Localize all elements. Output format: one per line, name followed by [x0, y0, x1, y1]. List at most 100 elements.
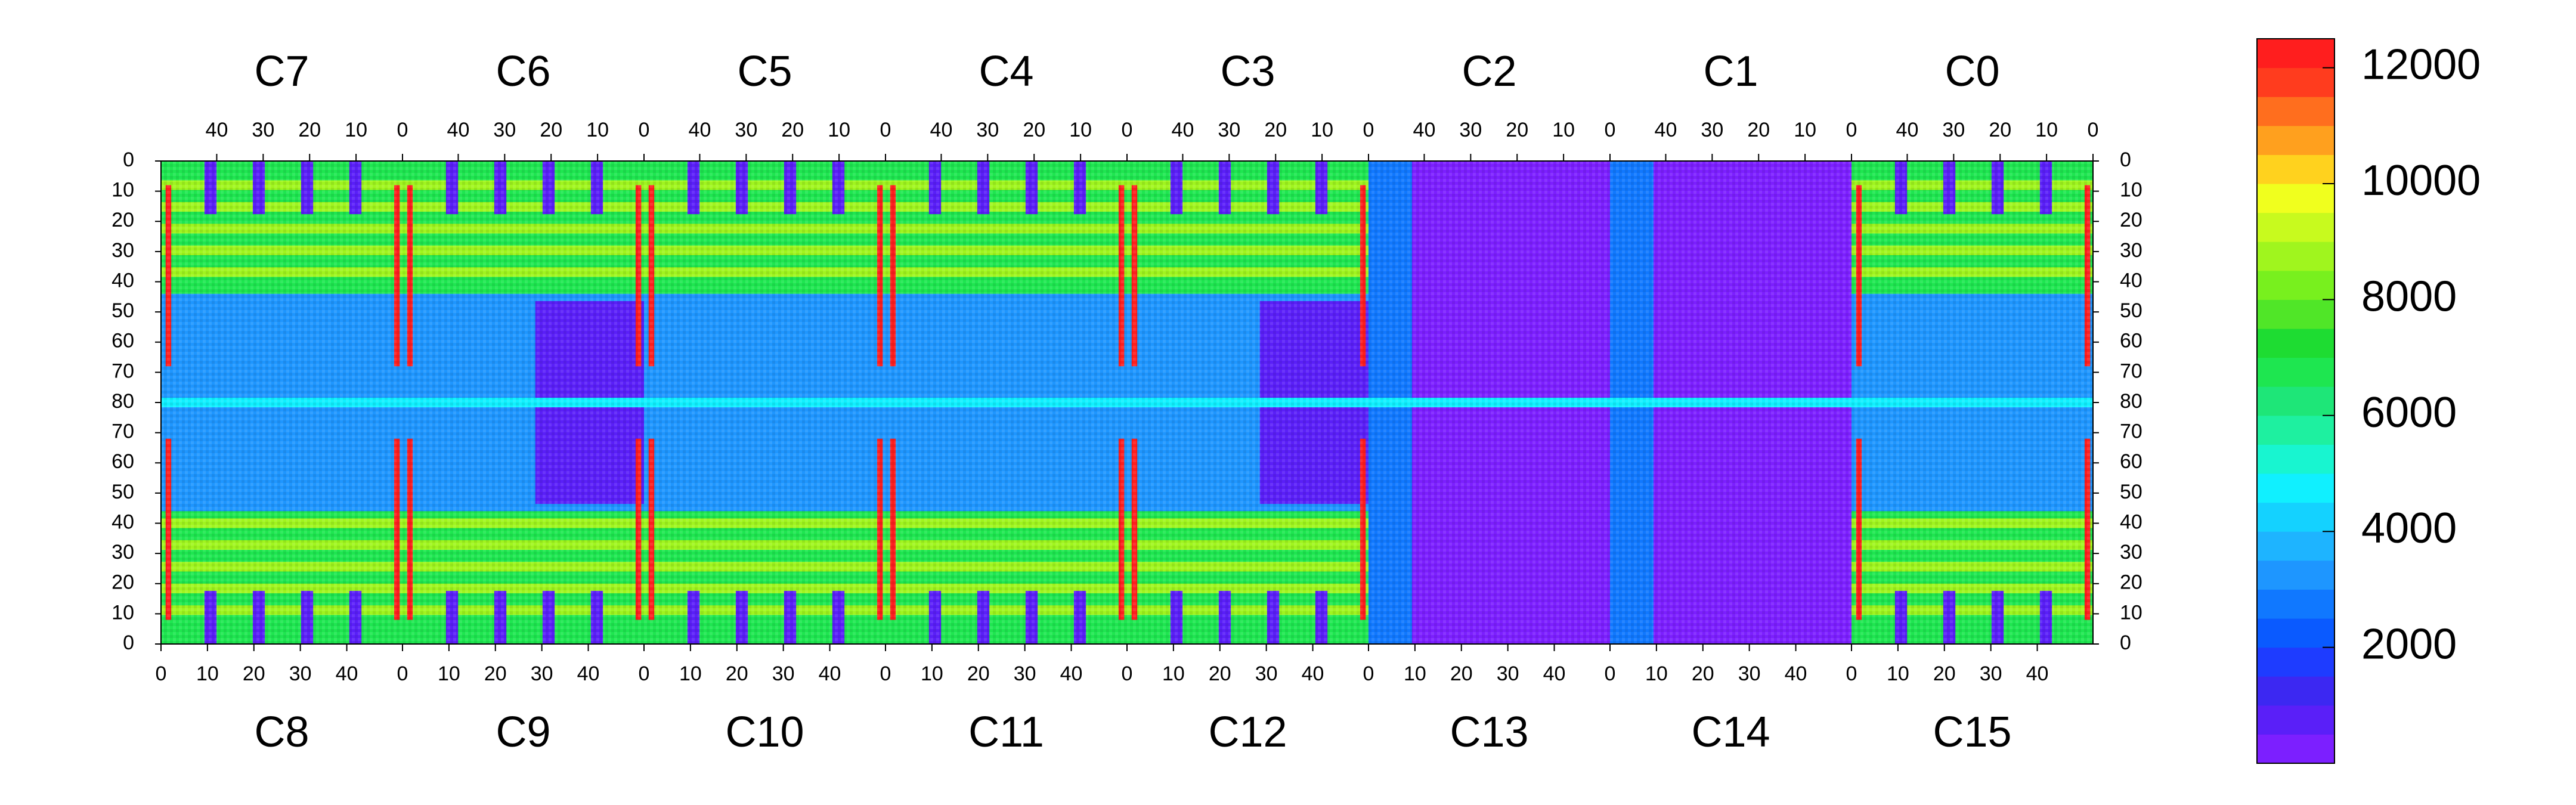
x-tick-label-bottom: 20 — [243, 662, 265, 685]
y-tick-label-left: 40 — [112, 510, 134, 533]
y-tick-label-right: 0 — [2120, 148, 2131, 171]
x-tick-label-top: 0 — [1605, 119, 1616, 141]
x-tick-label-top: 10 — [1311, 119, 1333, 141]
x-tick-label-bottom: 40 — [1060, 662, 1083, 685]
chip-label-top: C7 — [254, 48, 309, 95]
chip-label-bottom: C8 — [254, 708, 309, 756]
x-tick-label-top: 40 — [206, 119, 228, 141]
colorbar-level — [2257, 242, 2334, 271]
chip-label-bottom: C13 — [1450, 708, 1528, 756]
colorbar-level — [2257, 560, 2334, 590]
x-tick-label-bottom: 30 — [1255, 662, 1278, 685]
colorbar-level — [2257, 97, 2334, 126]
x-tick-label-bottom: 20 — [1450, 662, 1473, 685]
chip-label-bottom: C12 — [1208, 708, 1287, 756]
colorbar-tick-label: 12000 — [2361, 41, 2481, 89]
colorbar-level — [2257, 212, 2334, 242]
x-tick-label-bottom: 20 — [967, 662, 990, 685]
x-tick-label-top: 40 — [447, 119, 470, 141]
x-tick-label-bottom: 10 — [1887, 662, 1909, 685]
x-tick-label-bottom: 10 — [1404, 662, 1426, 685]
x-tick-label-top: 30 — [1942, 119, 1965, 141]
y-tick-label-left: 70 — [112, 420, 134, 443]
colorbar-level — [2257, 329, 2334, 358]
x-tick-label-bottom: 40 — [1785, 662, 1807, 685]
y-tick-label-left: 60 — [112, 450, 134, 473]
colorbar-tick-label: 8000 — [2361, 273, 2457, 320]
y-tick-label-left: 40 — [112, 269, 134, 292]
x-tick-label-top: 0 — [397, 119, 408, 141]
x-tick-label-top: 40 — [1413, 119, 1436, 141]
chip-label-top: C0 — [1945, 48, 1999, 95]
x-tick-label-top: 0 — [639, 119, 650, 141]
y-tick-label-right: 20 — [2120, 209, 2142, 231]
x-tick-label-bottom: 10 — [196, 662, 219, 685]
x-tick-label-bottom: 10 — [921, 662, 943, 685]
chip-label-top: C3 — [1220, 48, 1275, 95]
colorbar-level — [2257, 299, 2334, 329]
x-tick-label-bottom: 10 — [438, 662, 460, 685]
x-tick-label-bottom: 20 — [726, 662, 748, 685]
x-tick-label-top: 20 — [1989, 119, 2011, 141]
chip-label-bottom: C11 — [968, 708, 1044, 756]
x-tick-label-bottom: 30 — [1738, 662, 1761, 685]
y-tick-label-left: 10 — [112, 179, 134, 202]
chip-label-bottom: C15 — [1933, 708, 2011, 756]
x-tick-label-bottom: 40 — [1302, 662, 1324, 685]
x-tick-label-top: 0 — [1363, 119, 1374, 141]
x-tick-label-top: 20 — [298, 119, 321, 141]
x-tick-label-top: 40 — [1896, 119, 1919, 141]
colorbar-level — [2257, 125, 2334, 155]
chip-label-top: C4 — [979, 48, 1033, 95]
x-tick-label-bottom: 0 — [1122, 662, 1133, 685]
x-tick-label-bottom: 10 — [1645, 662, 1668, 685]
colorbar-level — [2257, 357, 2334, 387]
x-tick-label-bottom: 30 — [1980, 662, 2002, 685]
y-tick-label-right: 40 — [2120, 510, 2142, 533]
x-tick-label-top: 10 — [345, 119, 367, 141]
x-tick-label-bottom: 40 — [336, 662, 358, 685]
chip-label-top: C1 — [1703, 48, 1758, 95]
x-tick-label-bottom: 40 — [819, 662, 841, 685]
chip-label-bottom: C10 — [725, 708, 804, 756]
x-tick-label-bottom: 30 — [1497, 662, 1519, 685]
y-tick-label-right: 20 — [2120, 571, 2142, 594]
chip-label-top: C5 — [737, 48, 792, 95]
x-tick-label-top: 10 — [2035, 119, 2058, 141]
x-tick-label-bottom: 0 — [156, 662, 167, 685]
x-tick-label-top: 0 — [880, 119, 891, 141]
heatmap-grain — [161, 161, 2093, 644]
chip-label-top: C6 — [496, 48, 550, 95]
y-tick-label-right: 80 — [2120, 390, 2142, 413]
x-tick-label-top: 0 — [1846, 119, 1857, 141]
x-tick-label-top: 0 — [1122, 119, 1133, 141]
y-tick-label-right: 50 — [2120, 481, 2142, 503]
y-tick-label-left: 20 — [112, 209, 134, 231]
y-tick-label-left: 50 — [112, 481, 134, 503]
x-tick-label-bottom: 30 — [1014, 662, 1036, 685]
colorbar-tick-label: 4000 — [2361, 504, 2457, 552]
x-tick-label-bottom: 30 — [289, 662, 312, 685]
x-tick-label-top: 20 — [781, 119, 804, 141]
x-tick-label-top: 20 — [1264, 119, 1287, 141]
chip-label-bottom: C9 — [496, 708, 550, 756]
x-tick-label-top: 40 — [1172, 119, 1194, 141]
colorbar-level — [2257, 705, 2334, 735]
colorbar: 2000 4000 6000 8000 10000 12000 — [2256, 38, 2481, 764]
colorbar-tick-label: 6000 — [2361, 389, 2457, 436]
x-tick-label-top: 10 — [828, 119, 850, 141]
colorbar-level — [2257, 444, 2334, 474]
y-tick-label-right: 70 — [2120, 360, 2142, 382]
x-tick-label-top: 40 — [689, 119, 711, 141]
x-tick-label-top: 40 — [930, 119, 953, 141]
y-tick-label-left: 30 — [112, 239, 134, 262]
y-tick-label-left: 80 — [112, 390, 134, 413]
x-tick-label-bottom: 0 — [880, 662, 891, 685]
y-tick-label-left: 70 — [112, 360, 134, 382]
y-tick-label-right: 10 — [2120, 601, 2142, 624]
x-tick-label-top: 20 — [1023, 119, 1045, 141]
colorbar-level — [2257, 473, 2334, 503]
x-tick-label-bottom: 30 — [531, 662, 553, 685]
colorbar-tick-label: 2000 — [2361, 621, 2457, 668]
